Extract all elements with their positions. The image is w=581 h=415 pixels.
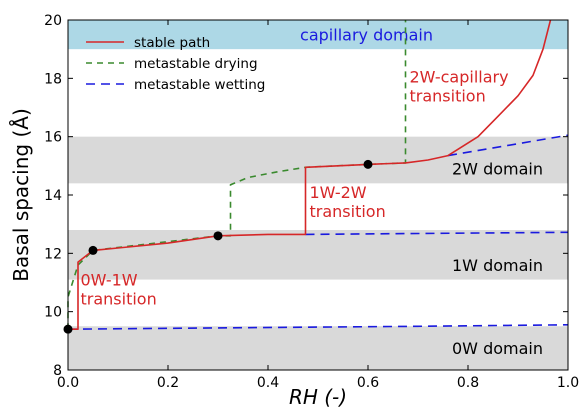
annotation-1w-2w: 1W-2W transition [310,183,386,221]
y-tick-label: 18 [44,71,62,87]
x-tick-label: 0.2 [157,375,179,391]
state-marker-3 [213,231,223,241]
series-metastable-wetting [67,324,569,330]
band-label-2w: 2W domain [452,160,543,179]
annotation-line: 2W-capillary [410,68,509,87]
band-2w [68,136,568,184]
x-tick-label: 0.4 [257,375,279,391]
series-metastable-drying [67,20,407,330]
state-marker-4 [363,159,373,169]
y-tick-label: 20 [44,13,62,29]
annotation-line: 0W-1W [81,270,138,289]
annotation-line: transition [310,202,386,221]
band-label-capillary: capillary domain [300,25,433,44]
y-tick-label: 16 [44,130,62,146]
x-tick-label: 1.0 [557,375,579,391]
annotation-0w-1w: 0W-1W transition [81,270,157,308]
state-marker-2 [88,245,98,255]
band-label-1w: 1W domain [452,256,543,275]
band-1w [68,230,568,280]
annotation-2w-capillary: 2W-capillary transition [410,68,509,106]
band-0w [68,326,568,370]
x-axis-title: RH (-) [289,385,347,409]
y-tick-label: 12 [44,246,62,262]
y-tick-label: 8 [53,363,62,379]
legend-label-stable-path: stable path [134,35,210,51]
axis-ticks: 0.0 0.2 0.4 0.6 0.8 1.0 8 10 12 14 16 18 20 [44,13,579,391]
legend-label-metastable-drying: metastable drying [134,56,258,72]
series-metastable-wetting-segment-2 [447,134,569,157]
y-tick-label: 10 [44,305,62,321]
x-tick-label: 0.0 [57,375,79,391]
y-tick-label: 14 [44,188,62,204]
band-label-0w: 0W domain [452,339,543,358]
annotation-line: transition [410,87,486,106]
legend: stable path metastable drying metastable w… [86,35,265,93]
annotation-line: 1W-2W [310,183,367,202]
annotation-line: transition [81,289,157,308]
domain-band-labels: 0W domain 1W domain 2W domain capillary dom… [300,25,543,358]
series-metastable-wetting-segment-1 [305,231,569,236]
x-tick-label: 0.8 [457,375,479,391]
y-axis-title: Basal spacing (Å) [9,108,33,282]
legend-label-metastable-wetting: metastable wetting [134,77,265,93]
band-capillary [68,20,568,50]
domain-bands [68,20,568,370]
x-tick-label: 0.6 [357,375,379,391]
